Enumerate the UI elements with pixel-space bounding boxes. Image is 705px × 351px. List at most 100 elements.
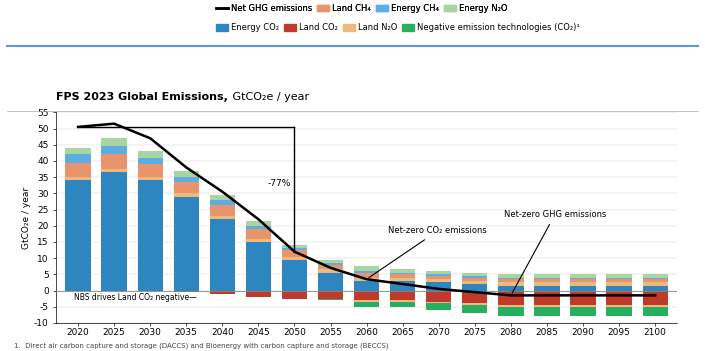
- Bar: [173, 193, 199, 197]
- Bar: [642, 286, 668, 291]
- Bar: [318, 265, 343, 270]
- Bar: [570, 279, 596, 283]
- Bar: [390, 270, 415, 273]
- Bar: [570, 274, 596, 278]
- Bar: [173, 291, 199, 292]
- Bar: [209, 200, 235, 205]
- Bar: [318, 299, 343, 300]
- Bar: [354, 271, 379, 273]
- Bar: [642, 274, 668, 278]
- Bar: [426, 271, 451, 274]
- Text: Net-zero GHG emissions: Net-zero GHG emissions: [503, 210, 606, 293]
- Bar: [642, 307, 668, 317]
- Bar: [137, 177, 163, 180]
- Bar: [462, 304, 487, 305]
- Bar: [66, 148, 91, 154]
- Bar: [66, 154, 91, 163]
- Bar: [246, 291, 271, 297]
- Bar: [209, 216, 235, 219]
- Bar: [173, 177, 199, 182]
- Bar: [282, 245, 307, 249]
- Bar: [462, 276, 487, 278]
- Bar: [462, 273, 487, 276]
- Bar: [534, 279, 560, 283]
- Bar: [462, 278, 487, 281]
- Bar: [426, 274, 451, 276]
- Bar: [570, 286, 596, 291]
- Bar: [462, 305, 487, 313]
- Bar: [498, 291, 524, 305]
- Bar: [570, 305, 596, 307]
- Bar: [642, 278, 668, 279]
- Bar: [462, 291, 487, 304]
- Text: FPS 2023 Global Emissions,: FPS 2023 Global Emissions,: [56, 92, 228, 102]
- Bar: [642, 305, 668, 307]
- Text: NBS drives Land CO₂ negative—: NBS drives Land CO₂ negative—: [75, 293, 197, 302]
- Bar: [318, 291, 343, 299]
- Bar: [66, 180, 91, 291]
- Bar: [498, 307, 524, 317]
- Bar: [354, 300, 379, 302]
- Bar: [282, 249, 307, 250]
- Bar: [534, 283, 560, 286]
- Bar: [426, 304, 451, 310]
- Bar: [606, 278, 632, 279]
- Bar: [354, 291, 379, 300]
- Bar: [426, 279, 451, 283]
- Bar: [209, 195, 235, 200]
- Bar: [209, 219, 235, 291]
- Bar: [606, 286, 632, 291]
- Bar: [498, 286, 524, 291]
- Bar: [66, 177, 91, 180]
- Bar: [498, 283, 524, 286]
- Bar: [102, 172, 127, 291]
- Bar: [318, 260, 343, 263]
- Bar: [462, 284, 487, 291]
- Bar: [462, 281, 487, 284]
- Bar: [246, 226, 271, 229]
- Bar: [318, 273, 343, 291]
- Bar: [606, 274, 632, 278]
- Legend: Net GHG emissions, Land CH₄, Energy CH₄, Energy N₂O: Net GHG emissions, Land CH₄, Energy CH₄,…: [216, 4, 508, 13]
- Bar: [354, 273, 379, 278]
- Bar: [390, 278, 415, 281]
- Text: 1.  Direct air carbon capture and storage (DACCS) and Bioenergy with carbon capt: 1. Direct air carbon capture and storage…: [14, 343, 388, 349]
- Bar: [534, 291, 560, 305]
- Bar: [102, 169, 127, 172]
- Text: Net-zero CO₂ emissions: Net-zero CO₂ emissions: [369, 226, 487, 278]
- Bar: [137, 164, 163, 177]
- Bar: [498, 305, 524, 307]
- Bar: [102, 146, 127, 154]
- Bar: [534, 307, 560, 317]
- Bar: [102, 154, 127, 169]
- Bar: [570, 278, 596, 279]
- Bar: [426, 302, 451, 304]
- Bar: [498, 279, 524, 283]
- Bar: [282, 250, 307, 257]
- Bar: [246, 242, 271, 291]
- Bar: [390, 274, 415, 278]
- Bar: [570, 291, 596, 305]
- Bar: [209, 205, 235, 216]
- Bar: [137, 158, 163, 164]
- Bar: [534, 305, 560, 307]
- Bar: [606, 283, 632, 286]
- Bar: [390, 300, 415, 302]
- Bar: [426, 276, 451, 279]
- Text: -77%: -77%: [267, 179, 291, 188]
- Bar: [570, 283, 596, 286]
- Bar: [246, 221, 271, 226]
- Bar: [209, 291, 235, 294]
- Bar: [246, 229, 271, 239]
- Bar: [246, 239, 271, 242]
- Bar: [498, 274, 524, 278]
- Bar: [606, 307, 632, 317]
- Bar: [426, 283, 451, 291]
- Bar: [354, 266, 379, 271]
- Y-axis label: GtCO₂e / year: GtCO₂e / year: [23, 187, 31, 249]
- Bar: [606, 305, 632, 307]
- Bar: [642, 279, 668, 283]
- Bar: [354, 278, 379, 281]
- Bar: [282, 260, 307, 291]
- Text: GtCO₂e / year: GtCO₂e / year: [229, 92, 309, 102]
